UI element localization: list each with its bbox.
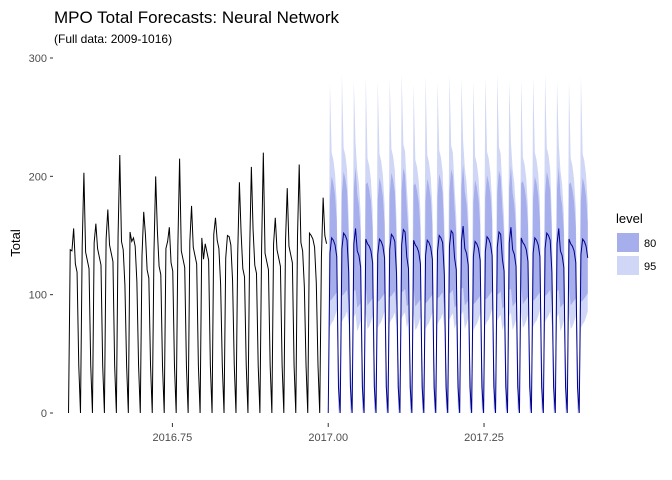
y-tick-label: 0 xyxy=(41,408,47,420)
plot-area xyxy=(68,74,589,414)
legend-label-95: 95 xyxy=(644,261,656,273)
y-tick-label: 200 xyxy=(29,171,47,183)
legend-swatch-80 xyxy=(617,233,639,252)
legend-swatch-95 xyxy=(617,256,639,275)
x-axis: 2016.75 2017.00 2017.25 xyxy=(153,423,504,444)
y-axis: 0 100 200 300 xyxy=(29,53,53,420)
legend: level 80 95 xyxy=(616,211,656,275)
x-tick-label: 2017.25 xyxy=(464,432,504,444)
legend-label-80: 80 xyxy=(644,238,656,250)
band-80 xyxy=(328,164,588,413)
band-95 xyxy=(328,74,588,414)
x-tick-label: 2017.00 xyxy=(308,432,348,444)
chart-subtitle: (Full data: 2009-1016) xyxy=(54,32,172,46)
y-axis-title: Total xyxy=(8,229,23,257)
chart-title: MPO Total Forecasts: Neural Network xyxy=(54,8,339,27)
y-tick-label: 300 xyxy=(29,53,47,65)
history-line xyxy=(68,152,328,414)
forecast-line xyxy=(327,225,589,414)
y-tick-label: 100 xyxy=(29,290,47,302)
x-tick-label: 2016.75 xyxy=(153,432,193,444)
legend-title: level xyxy=(616,211,643,226)
